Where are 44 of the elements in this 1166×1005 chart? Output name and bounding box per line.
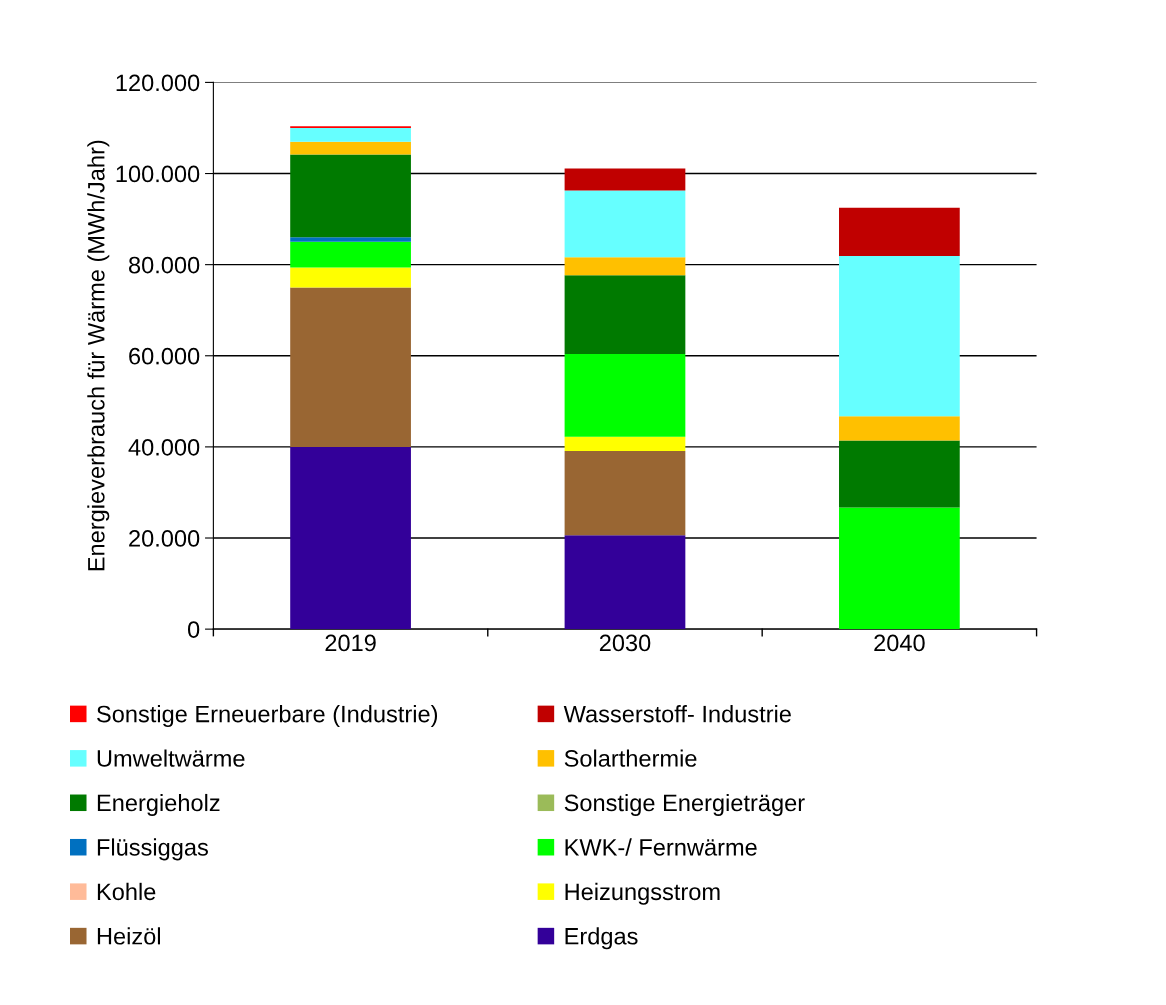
bar (290, 267, 411, 288)
y-tick-label: 100.000 (116, 165, 200, 183)
legend-label: Sonstige Erneuerbare (Industrie) (97, 705, 438, 728)
bar (839, 416, 960, 441)
bar (839, 507, 960, 630)
legend-label: Flüssiggas (97, 838, 208, 861)
bar (290, 141, 411, 155)
legend-label: Erdgas (565, 927, 638, 950)
bar (564, 275, 686, 354)
bar (564, 257, 686, 276)
bar (564, 190, 686, 258)
legend-label: Energieholz (97, 793, 220, 816)
bar (290, 154, 411, 238)
legend-label: Umweltwärme (97, 749, 245, 767)
legend-label: Solarthermie (564, 749, 697, 767)
y-tick-label: 60.000 (129, 347, 200, 365)
x-tick-label: 2030 (599, 634, 651, 652)
legend-label: KWK-/ Fernwärme (565, 838, 757, 856)
bar (290, 241, 411, 268)
bar (290, 127, 411, 142)
y-tick-label: 20.000 (129, 530, 200, 547)
legend-label: Heizungsstrom (565, 882, 720, 905)
bar (839, 440, 960, 508)
legend-label: Kohle (97, 882, 156, 901)
bar (839, 255, 960, 417)
y-tick-label: 40.000 (128, 438, 200, 456)
bar (839, 207, 960, 256)
y-tick-label: 120.000 (116, 74, 200, 92)
x-tick-label: 2040 (874, 634, 925, 652)
y-axis-title: Energieverbrauch für Wärme (MWh/Jahr) (87, 140, 110, 571)
legend-label: Heizöl (97, 927, 160, 945)
bar (564, 353, 686, 437)
bar (564, 535, 686, 630)
x-tick-label: 2019 (325, 634, 376, 652)
legend-label: Wasserstoff- Industrie (563, 705, 791, 723)
bar (290, 237, 411, 242)
y-tick-label: 80.000 (129, 256, 200, 274)
bar (290, 446, 411, 630)
bar (564, 450, 686, 536)
bar (564, 168, 686, 191)
y-tick-label: 0 (187, 621, 200, 638)
legend-label: Sonstige Energieträger (564, 793, 805, 816)
bar (564, 436, 686, 451)
bar (290, 287, 411, 447)
